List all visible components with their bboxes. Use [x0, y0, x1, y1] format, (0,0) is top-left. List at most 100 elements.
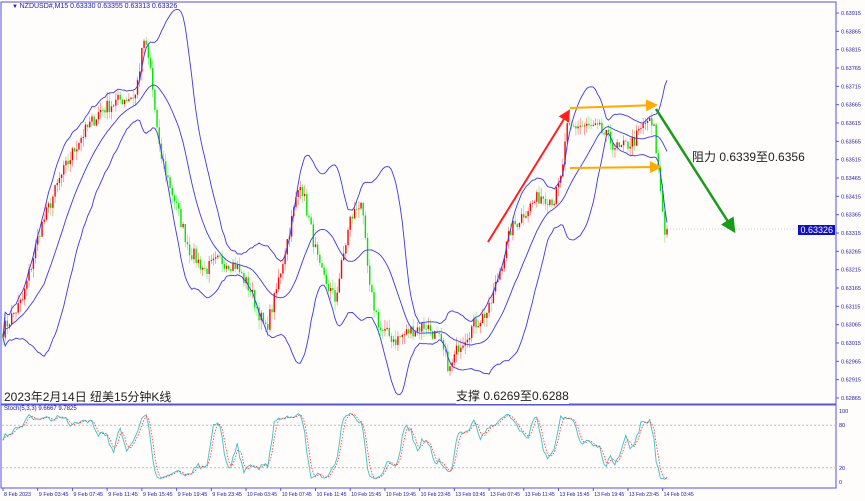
candle-body: [54, 185, 56, 197]
candle-body: [510, 231, 512, 236]
candle-body: [423, 323, 425, 329]
candle-body: [353, 208, 356, 219]
candle-body: [518, 222, 521, 227]
price-tick-label: 0.63065: [841, 323, 861, 329]
candle-body: [434, 331, 436, 339]
candle-body: [629, 146, 631, 149]
candle-body: [241, 272, 243, 274]
candle-body: [141, 47, 143, 72]
candle-body: [145, 40, 147, 45]
time-tick-label: 13 Feb 11:45: [525, 492, 555, 498]
candle-body: [37, 235, 39, 245]
candle-body: [30, 268, 32, 270]
candle-body: [184, 224, 186, 243]
candle-body: [564, 141, 566, 165]
candle-body: [583, 125, 586, 127]
candle-body: [327, 284, 330, 291]
candle-body: [356, 208, 358, 210]
candle-body: [34, 244, 37, 259]
downtrend-arrow: [654, 108, 736, 234]
candle-body: [108, 100, 111, 113]
candle-body: [440, 333, 443, 341]
price-tick-label: 0.63415: [841, 194, 861, 200]
time-tick-label: 10 Feb 19:45: [386, 492, 416, 498]
candle-body: [555, 187, 558, 204]
candle-body: [50, 203, 52, 208]
candle-body: [271, 309, 273, 313]
candle-body: [486, 312, 488, 319]
candle-body: [32, 258, 35, 269]
candle-body: [188, 244, 191, 256]
candle-body: [620, 145, 623, 148]
candle-body: [56, 182, 58, 186]
candle-body: [453, 354, 456, 363]
candle-body: [594, 123, 597, 126]
candle-body: [612, 143, 614, 150]
candle-body: [217, 255, 219, 258]
price-tick-label: 0.63715: [841, 84, 861, 90]
candle-body: [447, 351, 449, 372]
candle-body: [345, 245, 347, 254]
candle-body: [262, 312, 265, 323]
candle-body: [123, 99, 126, 105]
candle-body: [65, 160, 67, 166]
candle-body: [303, 194, 306, 196]
candle-body: [520, 214, 523, 223]
candle-body: [588, 123, 590, 126]
candle-body: [525, 216, 527, 218]
candle-body: [659, 167, 662, 191]
candle-body: [347, 229, 349, 246]
candle-body: [644, 122, 647, 124]
price-tick-label: 0.63115: [841, 304, 860, 310]
price-tick-label: 0.62915: [841, 378, 861, 384]
candle-body: [638, 128, 640, 131]
candle-body: [631, 136, 633, 147]
candle-body: [449, 366, 451, 372]
candle-body: [366, 237, 369, 266]
candle-body: [277, 277, 280, 290]
candle-body: [592, 125, 594, 127]
candle-body: [52, 196, 54, 208]
candle-body: [301, 187, 304, 196]
candle-body: [169, 177, 171, 188]
candle-body: [306, 194, 308, 216]
candle-body: [425, 328, 427, 330]
candle-body: [60, 174, 63, 179]
candle-body: [232, 262, 234, 271]
candle-body: [546, 204, 549, 205]
candle-body: [8, 324, 11, 327]
candle-body: [247, 277, 249, 291]
candle-body: [529, 203, 532, 212]
candle-body: [614, 147, 616, 150]
candle-body: [416, 327, 419, 332]
candle-body: [297, 190, 299, 198]
candle-body: [455, 345, 458, 355]
candle-body: [69, 160, 71, 165]
candle-body: [471, 326, 473, 338]
price-tick-label: 0.63365: [841, 213, 861, 219]
candle-body: [503, 258, 505, 269]
candle-body: [191, 255, 193, 260]
bollinger-middle-band: [2, 84, 668, 346]
candle-body: [206, 268, 208, 274]
candle-body: [514, 220, 516, 225]
candle-body: [460, 347, 462, 352]
candle-body: [112, 105, 115, 107]
candle-body: [269, 309, 271, 330]
candle-body: [444, 349, 447, 352]
candle-body: [544, 198, 547, 205]
candle-body: [334, 290, 336, 302]
candle-body: [134, 94, 137, 99]
candle-body: [536, 192, 538, 202]
candle-body: [165, 161, 167, 176]
candle-body: [251, 290, 254, 293]
candle-body: [512, 220, 514, 236]
candle-body: [542, 196, 545, 199]
stoch-level-label: 100: [839, 409, 848, 415]
dropdown-arrow-icon[interactable]: ▼: [12, 4, 20, 10]
candle-body: [477, 326, 479, 328]
candle-body: [640, 127, 642, 129]
time-tick-label: 8 Feb 2023: [4, 492, 31, 498]
